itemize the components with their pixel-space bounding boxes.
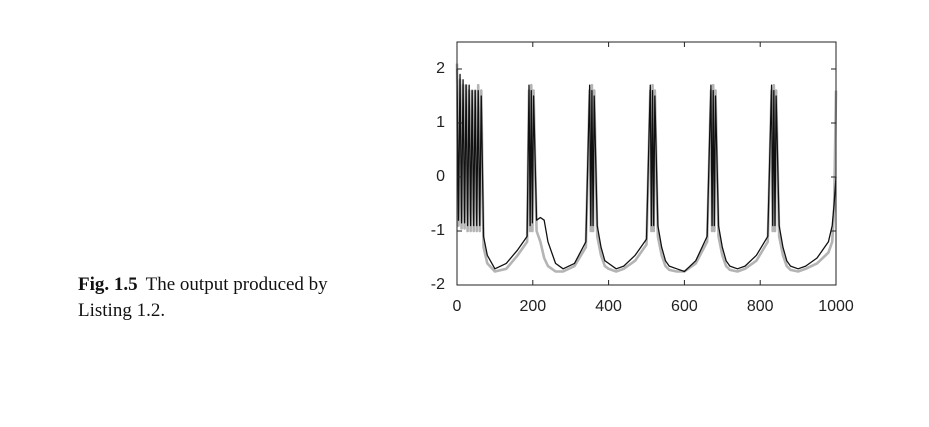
plot-frame (456, 41, 837, 286)
series-line (455, 63, 838, 273)
figure-caption: Fig. 1.5 The output produced by Listing 1… (78, 272, 368, 324)
caption-text: The output produced by Listing 1.2. (78, 274, 328, 321)
x-tick-label: 0 (453, 298, 462, 315)
x-tick-label: 400 (595, 298, 622, 315)
series-line (456, 68, 837, 273)
y-tick-label: -2 (431, 276, 445, 293)
y-tick-label: 0 (436, 168, 445, 185)
caption-label: Fig. 1.5 (78, 274, 138, 295)
x-tick-label: 600 (671, 298, 698, 315)
x-tick-label: 800 (747, 298, 774, 315)
x-tick-label: 1000 (818, 298, 854, 315)
x-tick-label: 200 (519, 298, 546, 315)
y-tick-label: -1 (431, 222, 445, 239)
y-tick-label: 2 (436, 60, 445, 77)
y-tick-label: 1 (436, 114, 445, 131)
